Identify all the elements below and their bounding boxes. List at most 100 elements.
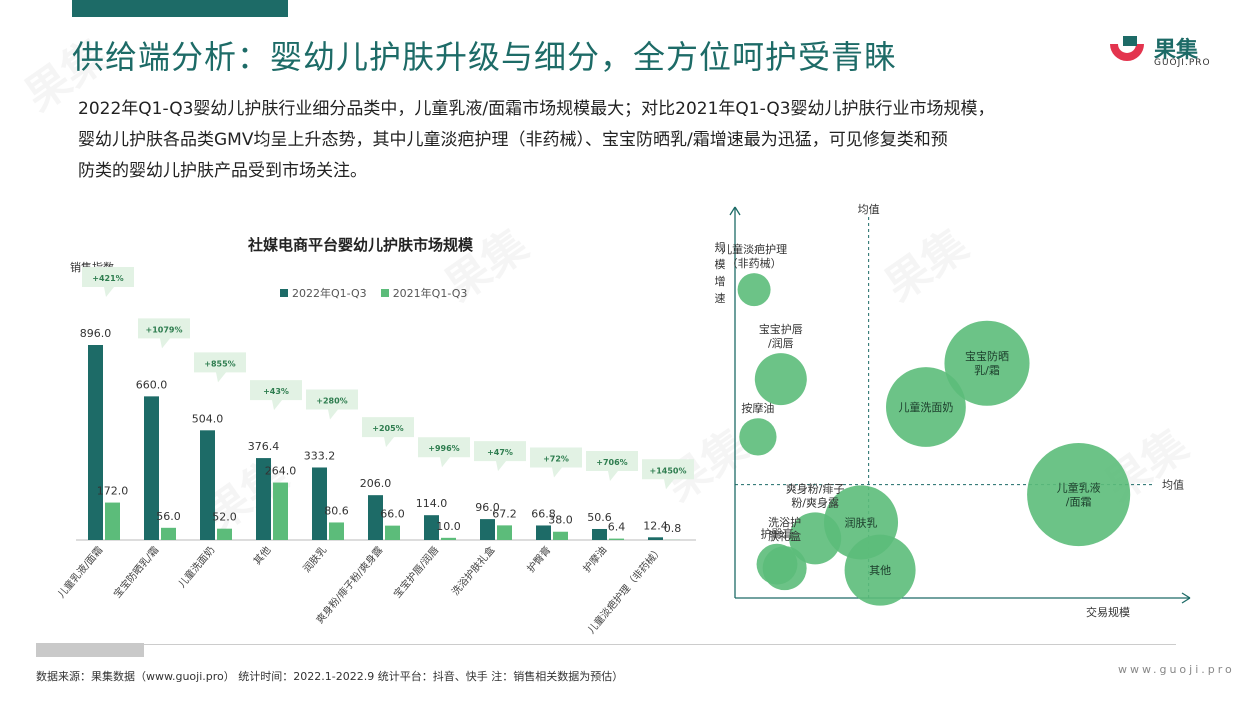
growth-label: +1079% bbox=[146, 325, 183, 334]
growth-callout bbox=[586, 450, 638, 481]
legend-swatch bbox=[380, 289, 389, 297]
bar-2022 bbox=[88, 345, 103, 540]
data-label-2021: 80.6 bbox=[324, 504, 349, 517]
growth-callout bbox=[642, 459, 694, 490]
bar-2022 bbox=[200, 430, 215, 540]
bubble bbox=[754, 353, 807, 406]
bubble-label: 宝宝护唇 bbox=[759, 322, 803, 336]
category-label: 其他 bbox=[250, 544, 273, 568]
bubble bbox=[756, 543, 798, 585]
category-label: 儿童乳液/面霜 bbox=[55, 544, 106, 601]
footer-accent bbox=[36, 643, 144, 657]
bubble-label: 肤礼盒 bbox=[768, 529, 801, 543]
bubble-label: 乳/霜 bbox=[974, 364, 1000, 377]
data-label-2021: 6.4 bbox=[608, 521, 626, 534]
bar-2021 bbox=[553, 531, 568, 540]
growth-callout bbox=[530, 447, 582, 478]
data-label-2022: 376.4 bbox=[248, 440, 280, 453]
top-accent-bar bbox=[72, 0, 288, 17]
footer-site: www.guoji.pro bbox=[1118, 663, 1235, 676]
growth-callout bbox=[418, 437, 470, 468]
data-label-2021: 264.0 bbox=[265, 465, 297, 478]
x-axis-arrow bbox=[1181, 592, 1191, 604]
category-label: 护摩油 bbox=[580, 544, 609, 575]
growth-label: +43% bbox=[263, 387, 289, 396]
data-label-2022: 114.0 bbox=[416, 497, 448, 510]
bubble-label: /面霜 bbox=[1066, 496, 1092, 509]
bubble-label: 润肤乳 bbox=[845, 515, 878, 529]
category-label: 宝宝防晒乳/霜 bbox=[111, 544, 162, 601]
bar-2022 bbox=[144, 396, 159, 540]
bubble-label: 儿童乳液 bbox=[1057, 481, 1101, 495]
data-label-2022: 896.0 bbox=[80, 327, 112, 340]
data-label-2022: 96.0 bbox=[475, 501, 500, 514]
bar-2022 bbox=[256, 458, 271, 540]
growth-callout bbox=[362, 417, 414, 448]
legend-label: 2022年Q1-Q3 bbox=[292, 287, 367, 300]
bar-2021 bbox=[329, 522, 344, 540]
bar-2022 bbox=[368, 495, 383, 540]
bubble bbox=[739, 418, 777, 456]
footer-divider bbox=[36, 644, 1176, 645]
bubble-label: 爽身粉/痱子 bbox=[786, 481, 845, 495]
y-axis-label: 速 bbox=[715, 292, 726, 305]
description: 2022年Q1-Q3婴幼儿护肤行业细分品类中，儿童乳液/面霜市场规模最大；对比2… bbox=[78, 94, 1188, 187]
data-label-2022: 333.2 bbox=[304, 449, 336, 462]
brand-name: 果集 bbox=[1154, 38, 1199, 63]
bar-2022 bbox=[312, 467, 327, 540]
bar-2022 bbox=[480, 519, 495, 540]
bubble bbox=[944, 320, 1030, 406]
brand-logo-icon bbox=[1110, 36, 1144, 61]
growth-label: +706% bbox=[596, 458, 627, 467]
bar-2022 bbox=[424, 515, 439, 540]
growth-callout bbox=[138, 318, 190, 349]
y-axis-label: 规 bbox=[715, 240, 726, 254]
bar-2022 bbox=[592, 528, 607, 540]
data-label-2021: 56.0 bbox=[156, 510, 181, 523]
description-line: 防类的婴幼儿护肤产品受到市场关注。 bbox=[78, 161, 367, 181]
growth-label: +47% bbox=[487, 448, 513, 457]
category-label: 护臀膏 bbox=[524, 544, 553, 575]
bubble-label: （非药械） bbox=[727, 256, 782, 270]
bubble-label: 儿童洗面奶 bbox=[898, 400, 953, 414]
bubble bbox=[886, 367, 966, 447]
description-line: 2022年Q1-Q3婴幼儿护肤行业细分品类中，儿童乳液/面霜市场规模最大；对比2… bbox=[78, 99, 995, 119]
growth-label: +421% bbox=[92, 274, 123, 283]
growth-label: +72% bbox=[543, 454, 569, 463]
category-label: 洗浴护肤礼盒 bbox=[449, 544, 498, 598]
bubble bbox=[844, 534, 916, 606]
bar-2021 bbox=[497, 525, 512, 540]
footer-source: 数据来源：果集数据（www.guoji.pro） 统计时间：2022.1-202… bbox=[36, 670, 624, 683]
growth-label: +205% bbox=[372, 424, 403, 433]
bar-chart-title: 社媒电商平台婴幼儿护肤市场规模 bbox=[248, 236, 474, 254]
growth-callout bbox=[474, 441, 526, 472]
description-line: 婴幼儿护肤各品类GMV均呈上升态势，其中儿童淡疤护理（非药械）、宝宝防晒乳/霜增… bbox=[78, 130, 948, 150]
bar-2021 bbox=[609, 538, 624, 540]
growth-callout bbox=[194, 352, 246, 383]
y-axis-arrow bbox=[729, 206, 741, 216]
data-label-2021: 172.0 bbox=[97, 485, 129, 498]
category-label: 润肤乳 bbox=[300, 544, 329, 575]
page-title: 供给端分析：婴幼儿护肤升级与细分，全方位呵护受青睐 bbox=[72, 38, 898, 76]
growth-label: +855% bbox=[204, 359, 235, 368]
data-label-2021: 38.0 bbox=[548, 514, 573, 527]
data-label-2021: 66.0 bbox=[380, 508, 405, 521]
bar-chart: 896.0 172.0 +421% 儿童乳液/面霜 660.0 56.0 +1079% 宝宝防… bbox=[55, 267, 696, 636]
bubble bbox=[1027, 442, 1131, 547]
data-label-2021: 52.0 bbox=[212, 511, 237, 524]
growth-label: +280% bbox=[316, 396, 347, 405]
bubble bbox=[789, 512, 842, 565]
brand-site: GUOJI.PRO bbox=[1154, 58, 1211, 68]
bubble-label: 宝宝防晒 bbox=[965, 349, 1009, 363]
bubble-label: /润唇 bbox=[768, 336, 794, 350]
bar-2022 bbox=[648, 537, 663, 540]
x-axis-label: 交易规模 bbox=[1086, 605, 1130, 619]
bubble-label: 粉/爽身露 bbox=[791, 495, 839, 509]
data-label-2022: 660.0 bbox=[136, 378, 168, 391]
y-mean-label: 均值 bbox=[1162, 479, 1184, 492]
legend-label: 2021年Q1-Q3 bbox=[392, 287, 468, 300]
bar-2022 bbox=[536, 525, 551, 540]
bubble-label: 按摩油 bbox=[741, 401, 774, 415]
brand-logo: 果集 GUOJI.PRO bbox=[1106, 30, 1236, 74]
bar-2021 bbox=[105, 502, 120, 540]
